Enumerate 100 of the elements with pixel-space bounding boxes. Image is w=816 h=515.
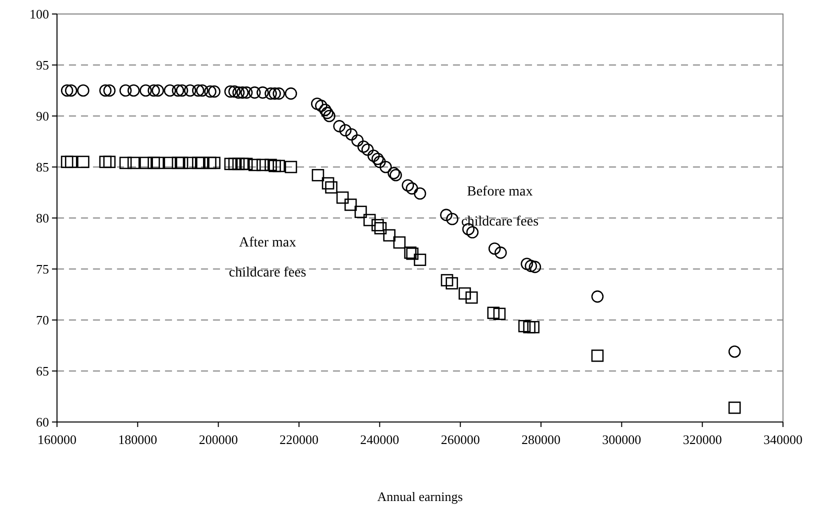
point <box>99 84 112 97</box>
point <box>458 287 471 300</box>
point <box>172 156 184 170</box>
point <box>284 87 298 100</box>
point <box>204 156 216 170</box>
x-tick-label: 240000 <box>360 432 400 447</box>
x-tick-label: 260000 <box>440 432 480 447</box>
point <box>60 84 74 97</box>
point <box>440 208 452 222</box>
x-tick-label: 220000 <box>280 432 318 447</box>
point <box>284 160 298 174</box>
point <box>272 160 285 172</box>
point <box>60 156 74 168</box>
point <box>440 274 454 286</box>
point <box>140 84 152 97</box>
point <box>232 86 245 99</box>
point <box>312 169 324 182</box>
x-tick-label: 160000 <box>38 432 76 447</box>
point <box>487 306 500 320</box>
point <box>488 242 501 255</box>
point <box>264 158 277 172</box>
point <box>236 86 249 99</box>
point <box>176 84 188 97</box>
annotation: After max childcare fees <box>228 236 306 281</box>
y-tick-label: 90 <box>36 108 49 124</box>
annotation: Before max childcare fees <box>461 184 539 230</box>
point <box>64 156 78 168</box>
y-tick-label: 75 <box>36 262 49 277</box>
point <box>184 156 196 170</box>
point <box>103 156 116 168</box>
point <box>248 86 261 99</box>
point <box>361 144 374 156</box>
point <box>228 85 241 98</box>
point <box>383 229 396 242</box>
y-tick-label: 65 <box>36 364 49 379</box>
x-tick-label: 340000 <box>764 432 802 447</box>
point <box>493 308 506 320</box>
point <box>390 169 402 182</box>
point <box>388 166 400 180</box>
point <box>357 140 370 153</box>
point <box>204 85 216 98</box>
point <box>64 84 78 97</box>
point <box>528 260 542 274</box>
point <box>99 156 112 168</box>
point <box>240 158 253 170</box>
point <box>268 87 281 100</box>
point <box>414 187 426 200</box>
y-tick-label: 80 <box>36 210 49 226</box>
point <box>315 100 328 112</box>
point <box>224 85 237 98</box>
point <box>520 258 534 270</box>
point <box>248 158 261 172</box>
point <box>164 84 176 97</box>
point <box>77 156 90 168</box>
point <box>268 160 281 172</box>
point <box>319 104 332 116</box>
y-tick-label: 100 <box>30 6 49 22</box>
point <box>406 182 418 195</box>
y-tick-label: 60 <box>36 414 49 430</box>
point <box>148 84 160 97</box>
point <box>224 158 237 170</box>
point <box>518 320 531 332</box>
point <box>380 160 392 174</box>
point <box>466 226 479 238</box>
x-tick-label: 200000 <box>198 432 238 447</box>
point <box>374 156 386 168</box>
point <box>256 86 269 99</box>
point <box>322 177 334 190</box>
point <box>591 350 604 362</box>
point <box>728 402 741 414</box>
point <box>256 158 269 172</box>
point <box>311 98 324 110</box>
point <box>591 290 604 303</box>
point <box>119 84 132 97</box>
point <box>402 179 414 192</box>
point <box>344 198 357 211</box>
point <box>524 260 538 272</box>
point <box>333 120 346 132</box>
point <box>345 128 358 141</box>
point <box>446 277 458 290</box>
point <box>351 134 364 147</box>
y-tick-label: 85 <box>36 160 49 175</box>
point <box>176 156 188 170</box>
point <box>192 156 204 170</box>
point <box>465 291 478 304</box>
point <box>367 150 380 162</box>
point <box>232 158 245 170</box>
point <box>184 84 196 97</box>
y-tick-label: 70 <box>36 312 49 328</box>
point <box>321 106 334 120</box>
point <box>240 86 253 99</box>
point <box>527 320 540 334</box>
point <box>325 181 338 194</box>
point <box>272 87 285 100</box>
point <box>77 84 90 97</box>
point <box>172 84 184 97</box>
point <box>393 236 406 249</box>
point <box>119 156 132 170</box>
point <box>374 222 387 234</box>
point <box>127 84 140 97</box>
